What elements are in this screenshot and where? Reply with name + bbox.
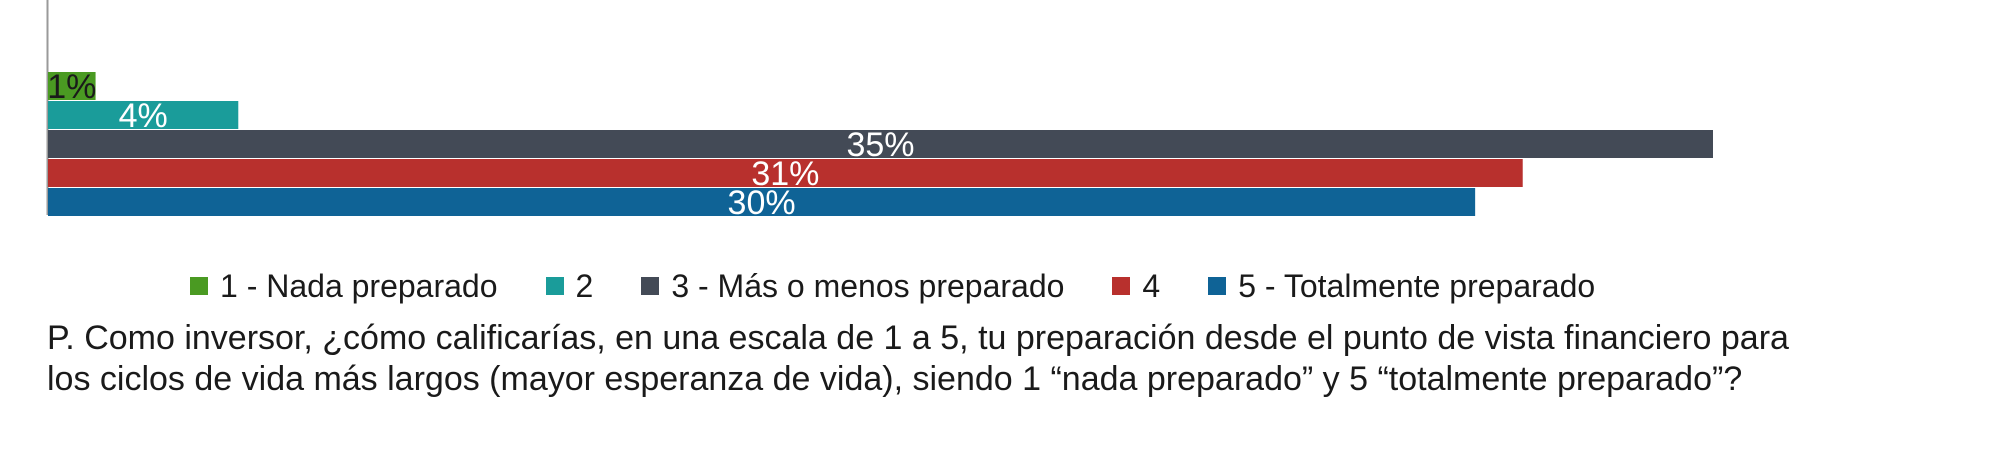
legend-swatch-5 — [1208, 277, 1227, 295]
bar-value-label-2: 4% — [119, 97, 168, 135]
legend-swatch-2 — [545, 277, 564, 295]
legend-label-4: 4 — [1142, 267, 1161, 304]
survey-question-line-2: los ciclos de vida más largos (mayor esp… — [47, 360, 1743, 398]
bars: 1% 4% 35% 31%30% — [47, 68, 1713, 222]
legend-item-2: 2 — [545, 267, 594, 305]
legend-item-1: 1 - Nada preparado — [190, 268, 498, 305]
legend-label-2: 2 — [575, 267, 594, 304]
legend-swatch-4 — [1112, 277, 1131, 295]
bar-4 — [48, 159, 1523, 187]
survey-question: P. Como inversor, ¿cómo calificarías, en… — [47, 318, 1977, 400]
bar-3 — [48, 130, 1713, 158]
bar-value-label-4: 31% — [751, 155, 819, 193]
bar-value-label-3: 35% — [846, 126, 914, 164]
bar-2 — [48, 101, 239, 129]
legend-label-3: 3 - Más o menos preparado — [671, 267, 1065, 304]
bar-chart: 1% 4% 35% 31%30% — [46, 0, 1713, 222]
legend-item-4: 4 — [1112, 268, 1160, 305]
legend: 1 - Nada preparado 2 3 - Más o menos pre… — [190, 266, 1643, 306]
legend-label-5: 5 - Totalmente preparado — [1238, 267, 1596, 304]
bar-1 — [48, 72, 96, 100]
legend-swatch-3 — [641, 277, 660, 295]
survey-question-line-1: P. Como inversor, ¿cómo calificarías, en… — [47, 319, 1789, 357]
legend-label-1: 1 - Nada preparado — [220, 267, 498, 304]
bar-value-label-1: 1% — [47, 68, 96, 106]
bar-value-label-5: 30% — [728, 184, 796, 222]
bar-5 — [48, 188, 1476, 216]
legend-item-3: 3 - Más o menos preparado — [641, 268, 1064, 305]
legend-swatch-1 — [190, 277, 208, 295]
legend-item-5: 5 - Totalmente preparado — [1208, 268, 1595, 305]
